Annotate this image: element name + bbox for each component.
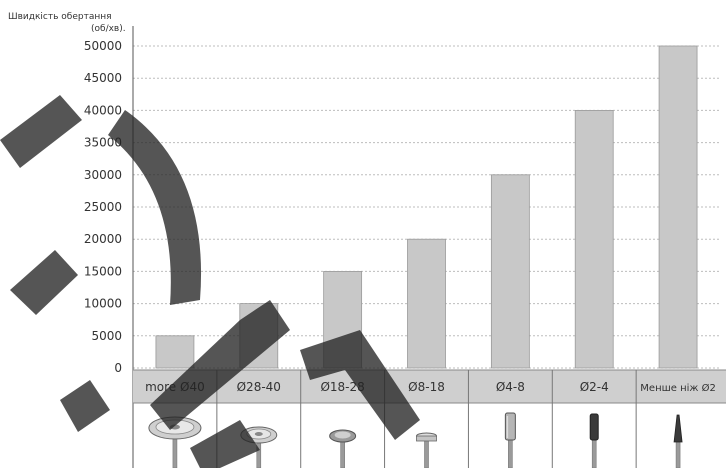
bur-head — [589, 413, 599, 441]
y-tick-label: 10000 — [84, 297, 122, 311]
y-axis-label-line1: Швидкість обертання — [8, 12, 112, 22]
tool-shank — [340, 439, 345, 468]
tool-shank — [424, 439, 429, 468]
cylinder-bur-icon — [504, 412, 516, 468]
y-tick-label: 20000 — [84, 232, 122, 246]
watermark-stroke — [150, 300, 290, 430]
watermark-stroke — [60, 380, 110, 432]
watermark-stroke — [108, 110, 202, 305]
y-tick-label: 30000 — [84, 168, 122, 182]
watermark-stroke — [190, 420, 260, 468]
y-tick-label: 15000 — [84, 264, 122, 278]
watermark-stroke — [10, 250, 78, 315]
bar — [155, 335, 195, 369]
category-label: Ø28-40 — [237, 380, 281, 394]
y-tick-label: 50000 — [84, 39, 122, 53]
watermark-icon — [0, 95, 420, 468]
disc-inner — [334, 431, 351, 439]
bur-needle — [673, 414, 683, 443]
tool-shank — [675, 441, 681, 468]
y-tick-label: 0 — [114, 361, 122, 375]
flat-wheel-icon — [416, 432, 437, 468]
wheel-side — [416, 435, 437, 442]
diamond-bur-icon — [589, 413, 599, 468]
y-tick-label: 45000 — [84, 71, 122, 85]
y-tick-label: 35000 — [84, 136, 122, 150]
category-label: Ø4-8 — [496, 380, 525, 394]
category-label: Ø18-28 — [320, 380, 364, 394]
watermark-stroke — [300, 330, 420, 440]
bar — [658, 45, 698, 369]
category-label: Менше ніж Ø2 — [640, 382, 716, 394]
y-axis-label-line2: (об/хв). — [91, 24, 126, 34]
tool-shank — [508, 439, 513, 468]
category-label: Ø8-18 — [408, 380, 445, 394]
bar — [490, 174, 530, 369]
small-disc-wheel-icon — [329, 429, 357, 468]
y-tick-label: 40000 — [84, 103, 122, 117]
tool-shank — [591, 439, 597, 468]
large-disc-wheel-icon — [148, 416, 202, 468]
watermark-stroke — [0, 95, 82, 168]
y-tick-label: 5000 — [91, 329, 122, 343]
needle-bur-icon — [673, 414, 683, 468]
category-label: Ø2-4 — [580, 380, 609, 394]
disc-hub — [254, 432, 263, 436]
bar — [407, 238, 446, 369]
y-tick-label: 25000 — [84, 200, 122, 214]
bar — [574, 110, 614, 369]
